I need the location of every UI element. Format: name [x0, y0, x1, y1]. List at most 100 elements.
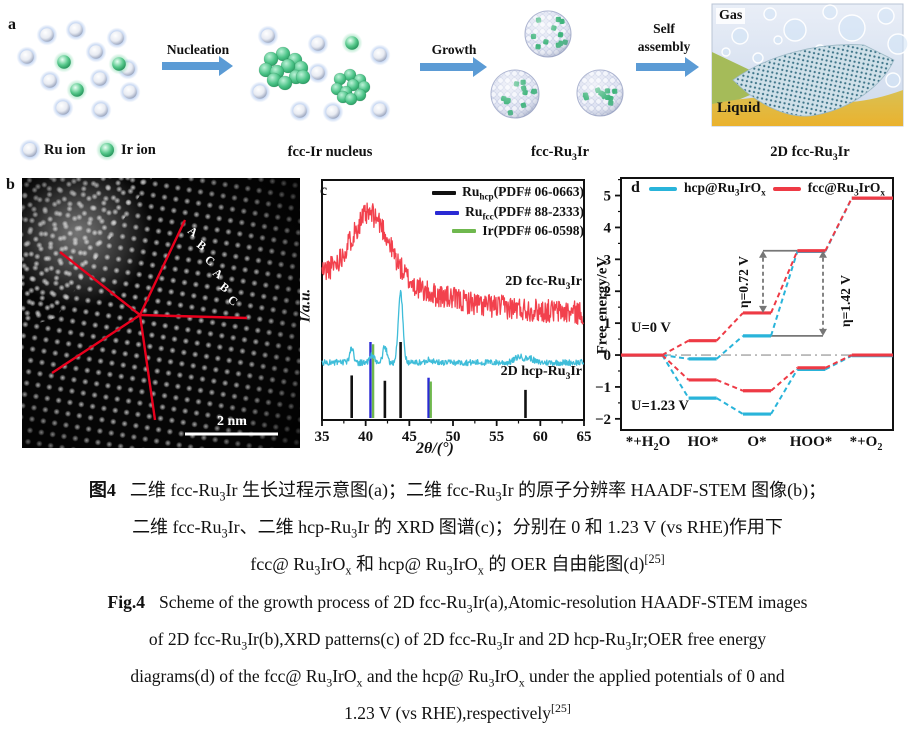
nucleation-arrow-icon	[162, 56, 233, 76]
xrd-curve	[321, 202, 585, 325]
caption-text: Scheme of the growth process of 2D fcc-R…	[158, 592, 808, 616]
u0-label: U=0 V	[631, 320, 671, 336]
xrd-xtick-label: 35	[315, 429, 330, 445]
ru-ion	[106, 27, 128, 49]
ru-ion	[85, 41, 107, 63]
ir-cluster	[330, 68, 371, 106]
legend-label: Ir(PDF# 06-0598)	[482, 223, 584, 239]
xcat-o2: *+O2	[849, 434, 883, 453]
ir-ion-label: Ir ion	[121, 142, 156, 158]
panel-b-haadf-stem: b	[0, 158, 302, 464]
xrd-xtick-label: 55	[489, 429, 504, 445]
ir-ion	[341, 32, 363, 54]
nucleation-label: Nucleation	[166, 42, 230, 57]
energy-connector	[661, 354, 690, 381]
xrd-xtick-label: 60	[533, 429, 548, 445]
gas-label: Gas	[716, 8, 746, 24]
xrd-legend: Ruhcp(PDF# 06-0663) Rufcc(PDF# 88-2333) …	[366, 184, 584, 239]
growth-label: Growth	[431, 42, 477, 57]
liquid-label: Liquid	[717, 100, 761, 116]
ir-ion	[66, 79, 88, 101]
energy-connector	[716, 397, 744, 415]
legend-label-hcp: hcp@Ru3IrOx	[684, 180, 766, 198]
ru-ion-legend-icon	[19, 139, 41, 161]
xrd-plot: 35 40 45 50 55 60 65	[315, 179, 592, 445]
fe-legend: hcp@Ru3IrOx fcc@Ru3IrOx	[649, 180, 885, 198]
caption-cn-line1: 图4 二维 fcc-Ru3Ir 生长过程示意图(a)；二维 fcc-Ru3Ir 的…	[0, 476, 915, 505]
xcat-hoo: HOO*	[789, 434, 833, 450]
ru-ion	[289, 100, 311, 122]
caption-cn-line2: 二维 fcc-Ru3Ir、二维 hcp-Ru3Ir 的 XRD 图谱(c)；分别…	[0, 513, 915, 542]
fivefold-twin-lines	[51, 219, 248, 421]
xcat-ho: HO*	[687, 434, 719, 450]
energy-connector	[770, 250, 799, 314]
ru-ion	[322, 101, 344, 123]
caption-en-line3: diagrams(d) of the fcc@ Ru3IrOx and the …	[0, 666, 915, 691]
ru-ion	[369, 99, 391, 121]
legend-label: Ruhcp(PDF# 06-0663)	[462, 184, 584, 202]
fe-ytick-label: 3	[604, 252, 612, 268]
ion-field	[16, 19, 391, 123]
xrd-xtick-label: 50	[446, 429, 461, 445]
fe-ytick-label: −2	[595, 412, 611, 428]
legend-label: Rufcc(PDF# 88-2333)	[465, 203, 584, 222]
fcc-curve-label: 2D fcc-Ru3Ir	[505, 274, 582, 292]
energy-connector	[662, 354, 689, 360]
ru-ion	[369, 44, 391, 66]
legend-item-ru-fcc: Rufcc(PDF# 88-2333)	[435, 203, 584, 222]
energy-connector	[715, 335, 744, 360]
energy-connector	[770, 367, 799, 392]
energy-connector	[824, 197, 853, 252]
panel-a-letter: a	[8, 16, 16, 33]
legend-label-fcc: fcc@Ru3IrOx	[807, 180, 885, 198]
fe-ytick-label: 4	[604, 220, 612, 236]
stage-label-fcc-ru3ir: fcc-Ru3Ir	[530, 144, 590, 163]
eta-072-label: η=0.72 V	[736, 255, 751, 309]
ru-ion	[52, 97, 74, 119]
xrd-xtick-label: 45	[402, 429, 417, 445]
self-assembly-label-line2: assembly	[637, 39, 691, 54]
caption-cn-line3: fcc@ Ru3IrOx 和 hcp@ Ru3IrOx 的 OER 自由能图(d…	[0, 550, 915, 579]
caption-text: fcc@ Ru3IrOx 和 hcp@ Ru3IrOx 的 OER 自由能图(d…	[250, 552, 665, 578]
self-assembly-arrow-icon	[636, 57, 699, 77]
xcat-h2o: *+H2O	[625, 434, 671, 453]
caption-text: 二维 fcc-Ru3Ir 生长过程示意图(a)；二维 fcc-Ru3Ir 的原子…	[129, 480, 827, 504]
eta-142-label: η=1.42 V	[838, 274, 853, 328]
ir-ion	[108, 53, 130, 75]
stage-label-2d-fcc-ru3ir: 2D fcc-Ru3Ir	[770, 144, 850, 163]
ru-ion	[89, 68, 111, 90]
fe-ytick-label: 5	[604, 189, 612, 205]
energy-connector	[661, 354, 690, 399]
hcp-swatch-icon	[649, 186, 677, 191]
ru-ion	[39, 70, 61, 92]
fcc-ir-nucleus-clusters	[258, 46, 371, 106]
self-assembly-image	[711, 3, 909, 127]
panel-d-free-energy: −2 −1 0 1 2 3 4 5 d hcp@Ru3IrOx fcc@Ru3IrOx Fre…	[595, 172, 915, 464]
ru-ion	[307, 33, 329, 55]
hcp-curve-label: 2D hcp-Ru3Ir	[500, 364, 582, 382]
xrd-xtick-label: 65	[577, 429, 592, 445]
caption-text: of 2D fcc-Ru3Ir(b),XRD patterns(c) of 2D…	[148, 629, 767, 653]
panel-b-letter: b	[6, 176, 15, 193]
ru-ion-label: Ru ion	[44, 142, 86, 158]
ru-ion	[90, 99, 112, 121]
checkered-nanoparticle	[576, 69, 624, 117]
panel-c-letter: c	[320, 182, 328, 199]
ir-swatch-icon	[452, 229, 477, 234]
ru-ion	[307, 62, 329, 84]
fe-ytick-label: 1	[604, 316, 612, 332]
xrd-yaxis-label: I/a.u.	[297, 288, 314, 323]
panel-a-growth-scheme: a Nucleation Growth Self assembly Ru ion…	[0, 0, 915, 172]
energy-connector	[661, 339, 690, 356]
caption-text: diagrams(d) of the fcc@ Ru3IrOx and the …	[130, 666, 785, 690]
ru-ion	[119, 81, 141, 103]
fe-ytick-label: 2	[604, 284, 612, 300]
ir-cluster	[258, 46, 311, 91]
ru-ion	[16, 46, 38, 68]
ir-ion-legend-icon	[96, 139, 118, 161]
legend-item-ir: Ir(PDF# 06-0598)	[452, 223, 584, 239]
caption-en-line1: Fig.4 Scheme of the growth process of 2D …	[0, 592, 915, 617]
xcat-o: O*	[747, 434, 767, 450]
caption-en-line2: of 2D fcc-Ru3Ir(b),XRD patterns(c) of 2D…	[0, 629, 915, 654]
